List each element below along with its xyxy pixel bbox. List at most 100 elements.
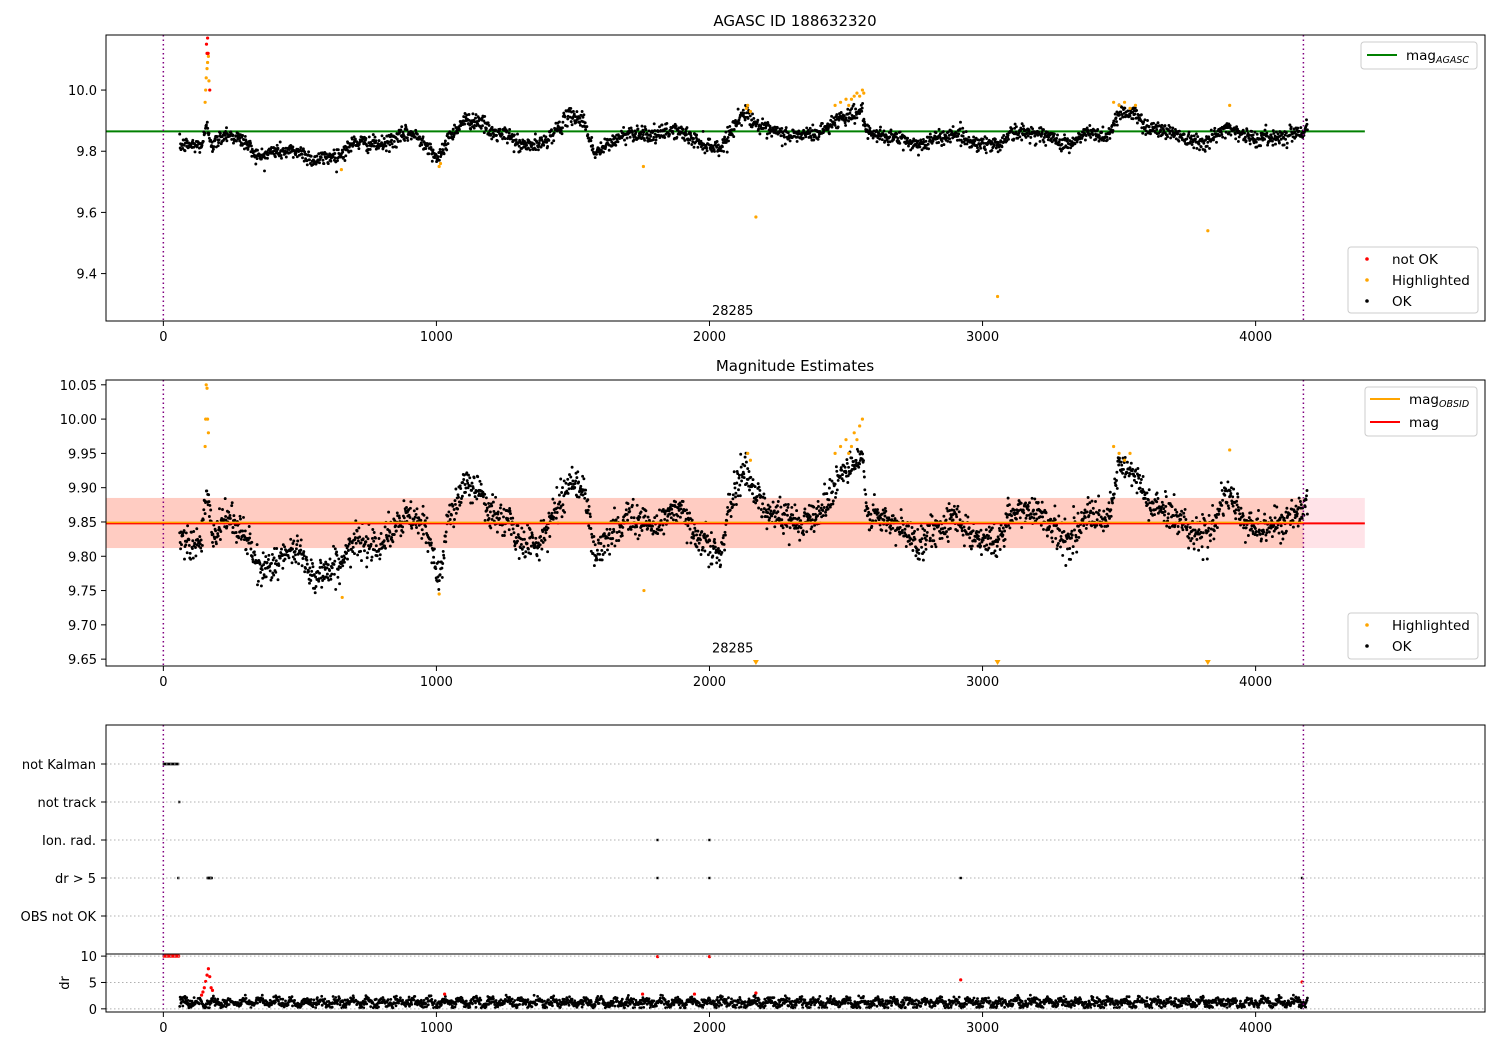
ok-point — [856, 449, 860, 453]
ok-point — [459, 501, 463, 504]
ok-point — [763, 496, 767, 500]
ok-point — [508, 127, 512, 131]
ok-point — [1152, 121, 1156, 125]
ok-point — [946, 540, 950, 543]
ok-point — [534, 541, 538, 545]
ok-point — [780, 524, 784, 527]
ok-point — [876, 508, 879, 512]
ok-point — [330, 566, 334, 570]
ok-point — [342, 560, 346, 564]
ok-point — [1076, 511, 1080, 515]
highlighted-point — [205, 60, 210, 65]
ok-point — [696, 529, 700, 533]
ok-point — [708, 137, 712, 141]
ok-point — [1060, 142, 1064, 146]
ok-point — [854, 458, 858, 462]
ok-point — [401, 525, 405, 529]
ok-point — [370, 558, 373, 562]
ok-point — [888, 135, 892, 139]
ok-point — [522, 530, 526, 534]
ok-point — [768, 505, 772, 509]
ok-point — [319, 561, 323, 565]
ok-point — [1145, 491, 1149, 495]
ok-point — [738, 494, 742, 498]
legend-label-mag-agasc: magAGASC — [1406, 48, 1469, 66]
ok-point — [1133, 106, 1137, 110]
ok-point — [466, 481, 470, 485]
ok-point — [357, 142, 361, 146]
ok-point — [757, 506, 761, 510]
ok-point — [573, 482, 577, 485]
ok-point — [516, 539, 519, 543]
ok-point — [887, 518, 891, 521]
ok-point — [895, 132, 899, 136]
ok-point — [820, 121, 824, 125]
ok-point — [928, 132, 932, 136]
ok-point — [839, 111, 843, 114]
ok-point — [868, 518, 872, 522]
ok-point — [695, 545, 699, 549]
ok-point — [669, 516, 673, 520]
ok-point — [1105, 138, 1109, 142]
ok-point — [943, 532, 947, 536]
ok-point — [932, 527, 936, 531]
ok-point — [868, 126, 872, 130]
ok-point — [1123, 106, 1127, 110]
ok-point — [541, 540, 545, 544]
ok-point — [1024, 501, 1028, 505]
ok-point — [1123, 456, 1127, 459]
ok-point — [931, 139, 935, 143]
ok-point — [575, 110, 579, 114]
ok-point — [824, 513, 828, 517]
ok-point — [674, 126, 678, 130]
ok-point — [272, 573, 276, 577]
ok-point — [1050, 529, 1054, 533]
ok-point — [751, 478, 755, 482]
ok-point — [904, 545, 908, 548]
ok-point — [514, 536, 518, 539]
ok-point — [224, 136, 228, 140]
highlighted-point — [858, 94, 862, 98]
ok-point — [689, 541, 693, 545]
panel-1-annotation: 28285 — [712, 304, 753, 319]
ok-point — [1044, 511, 1048, 515]
ok-point — [789, 515, 792, 519]
ok-point — [782, 133, 786, 137]
ok-point — [520, 526, 524, 530]
ok-point — [566, 477, 570, 481]
ok-point — [756, 118, 760, 122]
ok-point — [998, 148, 1002, 152]
ok-point — [1159, 128, 1163, 132]
ok-point — [490, 125, 494, 129]
ok-point — [512, 150, 516, 154]
ok-point — [634, 130, 638, 134]
ok-point — [835, 113, 839, 117]
ok-point — [201, 139, 205, 143]
ok-point — [679, 507, 683, 511]
ok-point — [574, 115, 578, 119]
ok-point — [573, 486, 577, 489]
ok-point — [692, 536, 695, 540]
ok-point — [481, 495, 485, 499]
ok-point — [1045, 534, 1049, 538]
ok-point — [684, 130, 688, 134]
ok-point — [946, 130, 950, 134]
ok-point — [346, 557, 349, 561]
ok-point — [886, 140, 890, 144]
ok-point — [200, 549, 204, 553]
ok-point — [973, 539, 977, 543]
ok-point — [1062, 530, 1066, 533]
ok-point — [581, 493, 585, 497]
ok-point — [602, 532, 606, 536]
ok-point — [278, 140, 282, 144]
ok-point — [979, 146, 983, 150]
ok-point — [256, 148, 259, 152]
ok-point — [188, 551, 192, 555]
ok-point — [256, 579, 260, 583]
ok-point — [863, 509, 867, 513]
ok-point — [388, 530, 392, 534]
ok-point — [1059, 149, 1063, 153]
ok-point — [328, 569, 332, 572]
ok-point — [471, 112, 475, 116]
ok-point — [1123, 475, 1127, 479]
